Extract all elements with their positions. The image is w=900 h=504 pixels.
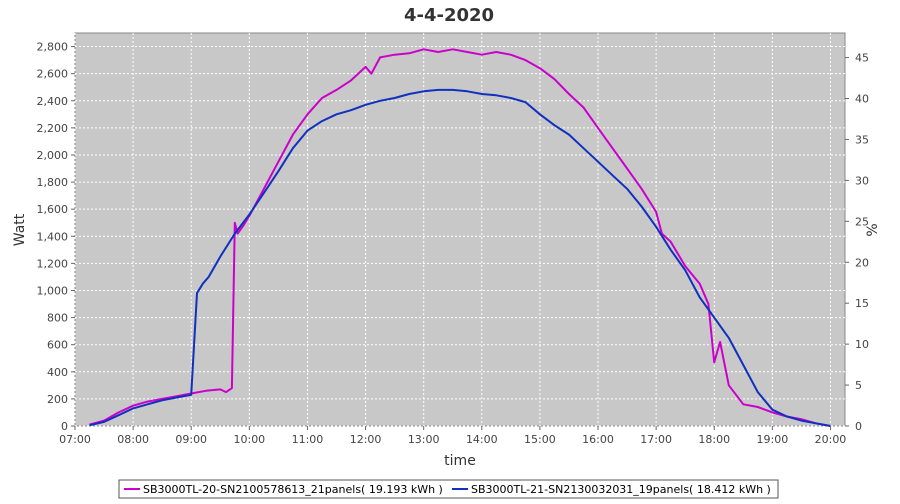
y-tick-label: 1,400 — [37, 230, 69, 243]
y-tick-label: 1,200 — [37, 257, 69, 270]
x-axis-ticks: 07:00 08:00 09:00 10:00 11:00 12:00 13:00 14:00… — [59, 426, 846, 446]
y-tick-label: 2,600 — [37, 68, 69, 81]
y2-tick-label: 30 — [855, 174, 869, 187]
x-tick-label: 14:00 — [466, 433, 498, 446]
y-tick-label: 2,200 — [37, 122, 69, 135]
x-tick-label: 10:00 — [233, 433, 265, 446]
y-tick-label: 1,800 — [37, 176, 69, 189]
x-tick-label: 09:00 — [175, 433, 207, 446]
y2-axis-label: % — [865, 223, 881, 236]
x-tick-label: 18:00 — [698, 433, 730, 446]
legend-label-1: SB3000TL-20-SN2100578613_21panels( 19.19… — [143, 483, 443, 496]
y-tick-label: 2,000 — [37, 149, 69, 162]
y2-tick-label: 0 — [855, 420, 862, 433]
y2-tick-label: 5 — [855, 379, 862, 392]
x-tick-label: 20:00 — [815, 433, 847, 446]
y2-tick-label: 25 — [855, 215, 869, 228]
y-tick-label: 1,600 — [37, 203, 69, 216]
y-axis-label: Watt — [12, 213, 28, 246]
y-tick-label: 2,400 — [37, 95, 69, 108]
y2-axis-ticks: 0 5 10 15 20 25 30 35 40 45 — [845, 52, 869, 433]
x-tick-label: 17:00 — [640, 433, 672, 446]
y2-tick-label: 45 — [855, 52, 869, 65]
y-tick-label: 1,000 — [37, 284, 69, 297]
y-tick-label: 600 — [47, 339, 68, 352]
x-tick-label: 19:00 — [757, 433, 789, 446]
y2-tick-label: 40 — [855, 93, 869, 106]
legend: SB3000TL-20-SN2100578613_21panels( 19.19… — [118, 479, 779, 499]
y-axis-ticks: 0 200 400 600 800 1,000 1,200 1,400 1,600 1,800 2,… — [37, 41, 75, 433]
x-tick-label: 12:00 — [350, 433, 382, 446]
y-tick-label: 800 — [47, 312, 68, 325]
series-line-2 — [89, 88, 831, 427]
chart-title: 4-4-2020 — [404, 5, 494, 26]
y2-tick-label: 15 — [855, 297, 869, 310]
y-tick-label: 400 — [47, 366, 68, 379]
x-tick-label: 16:00 — [582, 433, 614, 446]
plot-area — [74, 32, 846, 427]
y-tick-label: 200 — [47, 393, 68, 406]
x-tick-label: 15:00 — [524, 433, 556, 446]
y2-tick-label: 35 — [855, 133, 869, 146]
legend-box — [118, 479, 779, 499]
series-layer — [89, 48, 831, 427]
x-axis-label: time — [444, 453, 476, 469]
y2-tick-label: 20 — [855, 256, 869, 269]
grid-layer — [74, 33, 845, 427]
legend-label-2: SB3000TL-21-SN2130032031_19panels( 18.41… — [471, 483, 771, 496]
x-tick-label: 07:00 — [59, 433, 91, 446]
x-tick-label: 13:00 — [408, 433, 440, 446]
y-tick-label: 0 — [61, 420, 68, 433]
series-line-1 — [89, 48, 831, 427]
x-tick-label: 11:00 — [292, 433, 324, 446]
y-tick-label: 2,800 — [37, 41, 69, 54]
y2-tick-label: 10 — [855, 338, 869, 351]
x-tick-label: 08:00 — [117, 433, 149, 446]
